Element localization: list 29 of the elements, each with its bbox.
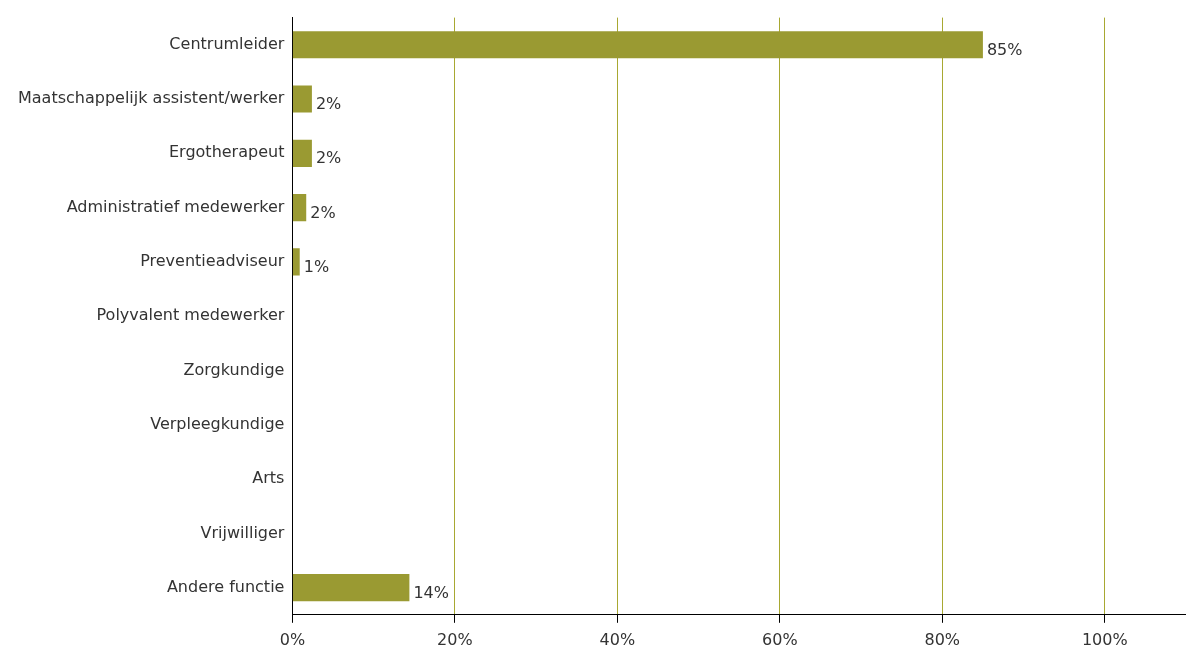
y-tick-label: Verpleegkundige [150, 413, 285, 433]
x-tick-label: 80% [924, 629, 961, 649]
data-label: 2% [315, 94, 342, 114]
data-label: 14% [413, 582, 449, 602]
y-tick-label: Maatschappelijk assistent/werker [17, 88, 285, 108]
y-tick-label: Arts [252, 468, 285, 488]
x-tick-label: 40% [599, 629, 636, 649]
bar [292, 139, 312, 167]
bar [292, 194, 307, 222]
data-label: 1% [303, 257, 330, 277]
data-label: 2% [315, 148, 342, 168]
x-tick-label: 20% [437, 629, 473, 649]
y-tick-label: Administratief medewerker [66, 196, 285, 216]
bar [292, 574, 410, 602]
bar [292, 248, 300, 276]
bar [292, 31, 983, 59]
data-label: 2% [310, 202, 336, 222]
data-label: 85% [986, 39, 1023, 59]
bar [292, 85, 312, 113]
y-tick-label: Andere functie [166, 576, 285, 596]
y-tick-label: Preventieadviseur [140, 251, 285, 271]
x-tick-label: 60% [762, 629, 798, 649]
y-tick-label: Centrumleider [169, 33, 285, 53]
x-tick-label: 0% [279, 629, 306, 649]
y-tick-label: Ergotherapeut [169, 142, 285, 162]
y-tick-label: Polyvalent medewerker [96, 305, 285, 325]
y-tick-label: Zorgkundige [183, 359, 285, 379]
x-tick-label: 100% [1081, 629, 1128, 649]
y-tick-label: Vrijwilliger [200, 522, 285, 542]
